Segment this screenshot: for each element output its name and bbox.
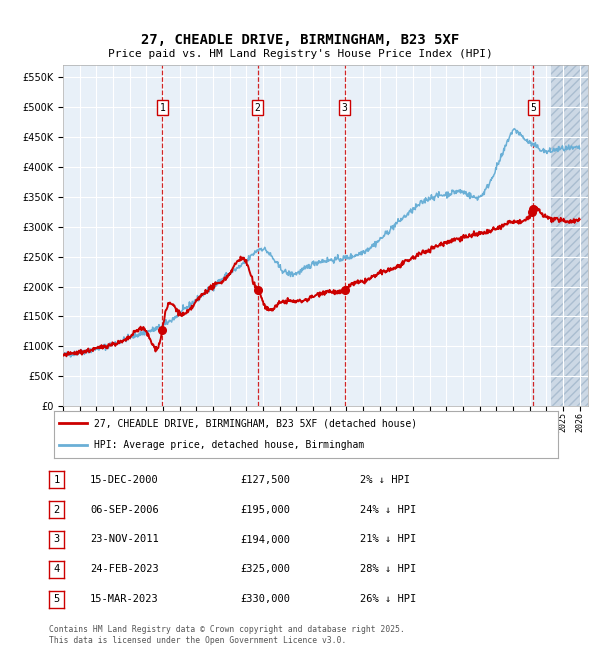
- Text: 1: 1: [160, 103, 165, 112]
- Text: 15-MAR-2023: 15-MAR-2023: [90, 594, 159, 604]
- Text: 3: 3: [53, 534, 59, 545]
- Text: 06-SEP-2006: 06-SEP-2006: [90, 504, 159, 515]
- Text: 2: 2: [53, 504, 59, 515]
- Text: £330,000: £330,000: [240, 594, 290, 604]
- Text: 5: 5: [53, 594, 59, 604]
- Text: 24-FEB-2023: 24-FEB-2023: [90, 564, 159, 575]
- Text: 4: 4: [53, 564, 59, 575]
- Text: 26% ↓ HPI: 26% ↓ HPI: [360, 594, 416, 604]
- Text: £194,000: £194,000: [240, 534, 290, 545]
- Text: 5: 5: [530, 103, 536, 112]
- Text: Contains HM Land Registry data © Crown copyright and database right 2025.
This d: Contains HM Land Registry data © Crown c…: [49, 625, 405, 645]
- Text: 15-DEC-2000: 15-DEC-2000: [90, 474, 159, 485]
- Text: £195,000: £195,000: [240, 504, 290, 515]
- Text: HPI: Average price, detached house, Birmingham: HPI: Average price, detached house, Birm…: [94, 439, 365, 450]
- Text: 28% ↓ HPI: 28% ↓ HPI: [360, 564, 416, 575]
- Text: 21% ↓ HPI: 21% ↓ HPI: [360, 534, 416, 545]
- Text: £325,000: £325,000: [240, 564, 290, 575]
- Text: 23-NOV-2011: 23-NOV-2011: [90, 534, 159, 545]
- Text: 27, CHEADLE DRIVE, BIRMINGHAM, B23 5XF (detached house): 27, CHEADLE DRIVE, BIRMINGHAM, B23 5XF (…: [94, 418, 418, 428]
- Text: 1: 1: [53, 474, 59, 485]
- Text: 27, CHEADLE DRIVE, BIRMINGHAM, B23 5XF: 27, CHEADLE DRIVE, BIRMINGHAM, B23 5XF: [141, 33, 459, 47]
- Text: £127,500: £127,500: [240, 474, 290, 485]
- Text: 3: 3: [342, 103, 347, 112]
- Text: 2: 2: [255, 103, 260, 112]
- Text: Price paid vs. HM Land Registry's House Price Index (HPI): Price paid vs. HM Land Registry's House …: [107, 49, 493, 59]
- Text: 24% ↓ HPI: 24% ↓ HPI: [360, 504, 416, 515]
- Text: 2% ↓ HPI: 2% ↓ HPI: [360, 474, 410, 485]
